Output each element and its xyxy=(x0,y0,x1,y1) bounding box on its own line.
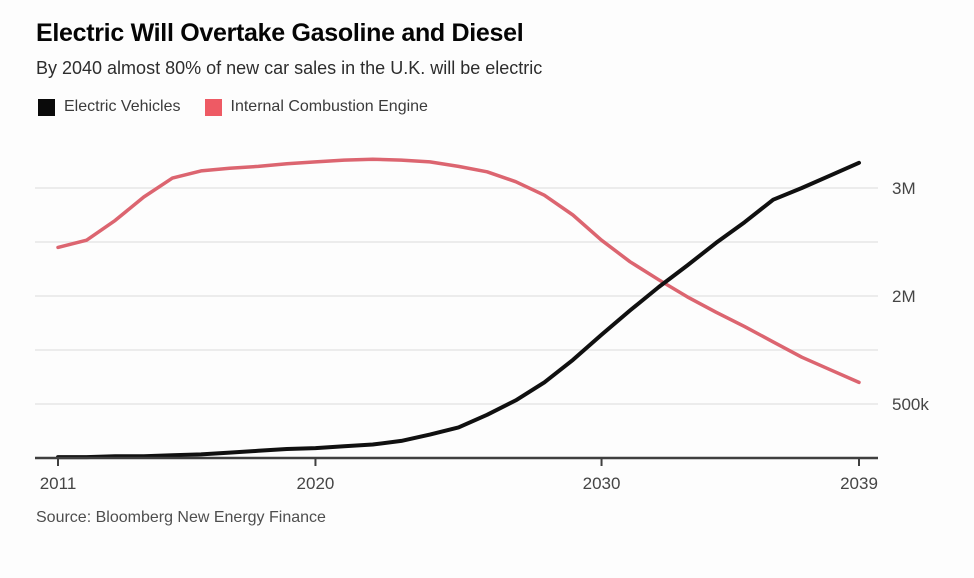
chart-subtitle: By 2040 almost 80% of new car sales in t… xyxy=(36,58,543,78)
legend-swatch-internal-combustion-engine xyxy=(204,98,222,116)
legend-label-electric-vehicles: Electric Vehicles xyxy=(64,98,181,115)
legend-swatch-electric-vehicles xyxy=(38,98,55,116)
legend: Electric Vehicles Internal Combustion En… xyxy=(38,98,428,116)
legend-label-internal-combustion-engine: Internal Combustion Engine xyxy=(230,98,428,115)
x-axis-label-2030: 2030 xyxy=(583,474,621,493)
y-axis-label-500k: 500k xyxy=(892,395,929,414)
x-axis-label-2011: 2011 xyxy=(40,474,77,493)
x-axis-label-2020: 2020 xyxy=(297,474,335,493)
x-axis-label-2039: 2039 xyxy=(840,474,878,493)
chart-title: Electric Will Overtake Gasoline and Dies… xyxy=(36,19,524,47)
y-axis-label-3m: 3M xyxy=(892,179,916,198)
series-line-electric-vehicles xyxy=(56,160,861,460)
legend-item-internal-combustion-engine: Internal Combustion Engine xyxy=(204,98,428,116)
series-line-internal-combustion-engine xyxy=(56,157,861,385)
legend-item-electric-vehicles: Electric Vehicles xyxy=(38,98,181,116)
source-note: Source: Bloomberg New Energy Finance xyxy=(36,509,326,526)
y-axis-label-2m: 2M xyxy=(892,287,916,306)
